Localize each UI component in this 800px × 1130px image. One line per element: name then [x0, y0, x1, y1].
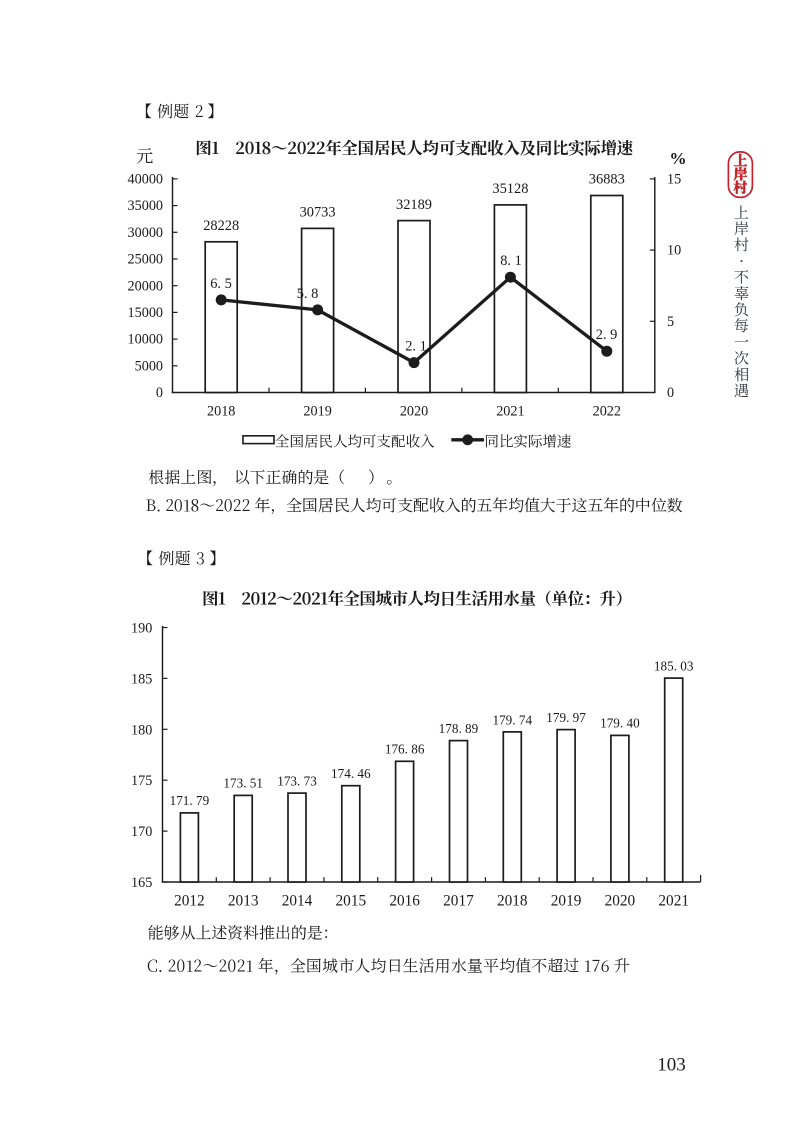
- svg-text:5: 5: [667, 314, 674, 330]
- svg-text:173. 51: 173. 51: [223, 776, 263, 791]
- svg-text:178. 89: 178. 89: [439, 721, 479, 736]
- svg-text:171. 79: 171. 79: [170, 793, 210, 808]
- svg-text:2012: 2012: [174, 892, 205, 909]
- svg-text:【例题2】: 【例题 2】: [136, 99, 223, 122]
- svg-text:2019: 2019: [303, 404, 331, 420]
- svg-text:·: ·: [739, 250, 744, 271]
- svg-text:全国居民人均可支配收入: 全国居民人均可支配收入: [275, 431, 435, 452]
- svg-text:20000: 20000: [128, 278, 163, 294]
- svg-text:2019: 2019: [551, 892, 582, 909]
- svg-text:2020: 2020: [400, 404, 428, 420]
- svg-text:B. 2018～2022 年，全国居民人均可支配收入的五年均: B. 2018～2022 年，全国居民人均可支配收入的五年均值大于这五年的中位数: [146, 493, 683, 516]
- svg-text:2022: 2022: [593, 404, 621, 420]
- svg-text:负: 负: [734, 299, 749, 320]
- svg-text:根据上图，以下正确的是（）。: 根据上图， 以下正确的是（）。: [149, 465, 403, 488]
- svg-text:30000: 30000: [128, 225, 163, 241]
- svg-text:遇: 遇: [734, 380, 749, 401]
- svg-text:上: 上: [734, 150, 748, 170]
- svg-text:岸: 岸: [734, 218, 749, 239]
- svg-text:次: 次: [734, 348, 749, 369]
- svg-text:40000: 40000: [128, 172, 163, 188]
- svg-text:村: 村: [734, 178, 748, 198]
- svg-text:173. 73: 173. 73: [277, 773, 317, 788]
- svg-text:每: 每: [734, 315, 749, 336]
- svg-text:图1 2018～2022年全国居民人均可支配收入及同比实际增: 图1 2018～2022年全国居民人均可支配收入及同比实际增速: [195, 135, 634, 159]
- svg-text:35128: 35128: [492, 181, 528, 197]
- svg-text:辜: 辜: [734, 283, 749, 304]
- svg-text:36883: 36883: [589, 172, 625, 188]
- svg-text:30733: 30733: [300, 205, 336, 221]
- svg-text:元: 元: [136, 142, 153, 167]
- svg-text:2021: 2021: [658, 892, 689, 909]
- svg-text:能够从上述资料推出的是：: 能够从上述资料推出的是：: [148, 921, 339, 944]
- svg-text:同比实际增速: 同比实际增速: [484, 431, 571, 452]
- svg-text:32189: 32189: [396, 197, 432, 213]
- svg-text:8. 1: 8. 1: [500, 253, 522, 269]
- svg-text:2. 9: 2. 9: [596, 327, 618, 343]
- svg-text:179. 74: 179. 74: [492, 712, 532, 727]
- svg-text:179. 40: 179. 40: [600, 716, 640, 731]
- svg-text:165: 165: [131, 875, 152, 891]
- svg-text:C. 2012～2021 年，全国城市人均日生活用水量平均值: C. 2012～2021 年，全国城市人均日生活用水量平均值不超过 176 升: [147, 953, 630, 976]
- svg-text:28228: 28228: [203, 218, 239, 234]
- svg-text:0: 0: [667, 385, 674, 401]
- svg-text:6. 5: 6. 5: [210, 276, 232, 292]
- svg-text:2018: 2018: [497, 892, 528, 909]
- svg-text:2021: 2021: [496, 404, 524, 420]
- svg-text:相: 相: [734, 364, 749, 385]
- svg-text:185: 185: [131, 671, 152, 687]
- svg-text:2018: 2018: [207, 404, 235, 420]
- svg-text:5000: 5000: [135, 358, 163, 374]
- svg-text:103: 103: [657, 1055, 686, 1076]
- svg-text:不: 不: [734, 267, 749, 288]
- svg-text:2015: 2015: [336, 892, 367, 909]
- svg-text:15: 15: [667, 172, 681, 188]
- svg-text:35000: 35000: [128, 198, 163, 214]
- svg-text:图1 2012～2021年全国城市人均日生活用水量（单位：升: 图1 2012～2021年全国城市人均日生活用水量（单位：升）: [202, 585, 632, 609]
- svg-text:5. 8: 5. 8: [297, 286, 319, 302]
- svg-text:2014: 2014: [282, 892, 313, 909]
- svg-text:2016: 2016: [389, 892, 420, 909]
- svg-text:25000: 25000: [128, 252, 163, 268]
- svg-text:179. 97: 179. 97: [546, 710, 586, 725]
- svg-text:10000: 10000: [128, 332, 163, 348]
- svg-text:一: 一: [734, 331, 749, 352]
- svg-text:180: 180: [131, 722, 152, 738]
- svg-text:176. 86: 176. 86: [385, 742, 425, 757]
- svg-text:2020: 2020: [605, 892, 636, 909]
- svg-text:岸: 岸: [734, 164, 748, 184]
- svg-text:170: 170: [131, 824, 152, 840]
- svg-text:上: 上: [734, 202, 749, 223]
- svg-text:15000: 15000: [128, 305, 163, 321]
- svg-text:10: 10: [667, 243, 681, 259]
- svg-text:【例题3】: 【例题 3】: [137, 546, 225, 569]
- svg-text:174. 46: 174. 46: [331, 766, 371, 781]
- svg-text:190: 190: [131, 621, 152, 637]
- svg-text:175: 175: [131, 773, 152, 789]
- svg-text:185. 03: 185. 03: [654, 658, 694, 673]
- svg-text:2017: 2017: [443, 892, 474, 909]
- svg-text:%: %: [669, 149, 686, 168]
- svg-text:2. 1: 2. 1: [405, 339, 427, 355]
- svg-text:0: 0: [156, 385, 163, 401]
- svg-text:2013: 2013: [228, 892, 259, 909]
- svg-text:村: 村: [734, 234, 749, 255]
